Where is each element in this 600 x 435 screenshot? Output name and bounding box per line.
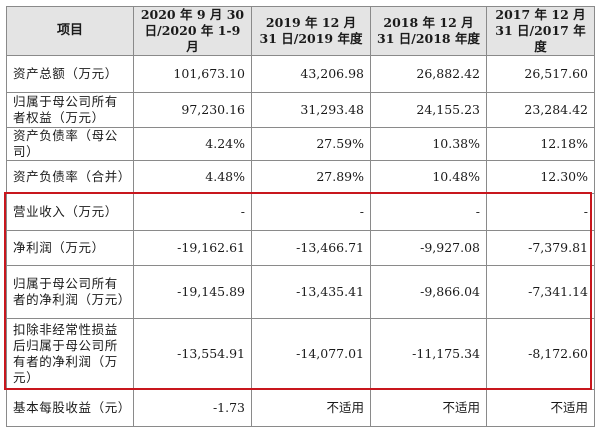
cell-value: -7,379.81 (486, 230, 595, 266)
table-row: 资产负债率（母公司） 4.24% 27.59% 10.38% 12.18% (6, 127, 595, 161)
cell-value: 不适用 (251, 389, 371, 427)
cell-value: -9,927.08 (370, 230, 487, 266)
table-row: 扣除非经常性损益后归属于母公司所有者的净利润（万元） -13,554.91 -1… (6, 318, 595, 390)
row-label: 基本每股收益（元） (6, 389, 134, 427)
row-label: 资产负债率（合并） (6, 160, 134, 194)
row-label: 净利润（万元） (6, 230, 134, 266)
cell-value: -19,145.89 (133, 265, 252, 319)
table-row: 净利润（万元） -19,162.61 -13,466.71 -9,927.08 … (6, 230, 595, 266)
cell-value: 27.59% (251, 127, 371, 161)
header-period-2020: 2020 年 9 月 30 日/2020 年 1-9 月 (133, 6, 252, 56)
cell-value: 43,206.98 (251, 55, 371, 93)
cell-value: -14,077.01 (251, 318, 371, 390)
row-label: 归属于母公司所有者的净利润（万元） (6, 265, 134, 319)
table-row: 基本每股收益（元） -1.73 不适用 不适用 不适用 (6, 389, 595, 427)
cell-value: 12.30% (486, 160, 595, 194)
table-row: 归属于母公司所有者的净利润（万元） -19,145.89 -13,435.41 … (6, 265, 595, 319)
financial-data-table: 项目 2020 年 9 月 30 日/2020 年 1-9 月 2019 年 1… (6, 6, 595, 427)
cell-value: -7,341.14 (486, 265, 595, 319)
cell-value: 26,882.42 (370, 55, 487, 93)
table-row: 归属于母公司所有者权益（万元） 97,230.16 31,293.48 24,1… (6, 92, 595, 128)
cell-value: - (370, 193, 487, 231)
cell-value: 27.89% (251, 160, 371, 194)
cell-value: - (486, 193, 595, 231)
row-label: 归属于母公司所有者权益（万元） (6, 92, 134, 128)
cell-value: -1.73 (133, 389, 252, 427)
cell-value: 31,293.48 (251, 92, 371, 128)
cell-value: - (251, 193, 371, 231)
bottom-fade (0, 427, 600, 435)
cell-value: - (133, 193, 252, 231)
cell-value: 4.24% (133, 127, 252, 161)
cell-value: 不适用 (486, 389, 595, 427)
cell-value: 10.38% (370, 127, 487, 161)
header-period-2017: 2017 年 12 月 31 日/2017 年度 (486, 6, 595, 56)
cell-value: -8,172.60 (486, 318, 595, 390)
header-period-2018: 2018 年 12 月 31 日/2018 年度 (370, 6, 487, 56)
header-period-2019: 2019 年 12 月 31 日/2019 年度 (251, 6, 371, 56)
header-item: 项目 (6, 6, 134, 56)
cell-value: -13,435.41 (251, 265, 371, 319)
cell-value: 12.18% (486, 127, 595, 161)
cell-value: 26,517.60 (486, 55, 595, 93)
table-row: 营业收入（万元） - - - - (6, 193, 595, 231)
cell-value: -19,162.61 (133, 230, 252, 266)
cell-value: -11,175.34 (370, 318, 487, 390)
cell-value: -13,554.91 (133, 318, 252, 390)
cell-value: -13,466.71 (251, 230, 371, 266)
row-label: 扣除非经常性损益后归属于母公司所有者的净利润（万元） (6, 318, 134, 390)
cell-value: -9,866.04 (370, 265, 487, 319)
cell-value: 101,673.10 (133, 55, 252, 93)
row-label: 营业收入（万元） (6, 193, 134, 231)
table-row: 资产总额（万元） 101,673.10 43,206.98 26,882.42 … (6, 55, 595, 93)
cell-value: 23,284.42 (486, 92, 595, 128)
row-label: 资产总额（万元） (6, 55, 134, 93)
cell-value: 4.48% (133, 160, 252, 194)
cell-value: 10.48% (370, 160, 487, 194)
cell-value: 24,155.23 (370, 92, 487, 128)
table-header: 项目 2020 年 9 月 30 日/2020 年 1-9 月 2019 年 1… (6, 6, 595, 56)
cell-value: 97,230.16 (133, 92, 252, 128)
row-label: 资产负债率（母公司） (6, 127, 134, 161)
cell-value: 不适用 (370, 389, 487, 427)
table-row: 资产负债率（合并） 4.48% 27.89% 10.48% 12.30% (6, 160, 595, 194)
